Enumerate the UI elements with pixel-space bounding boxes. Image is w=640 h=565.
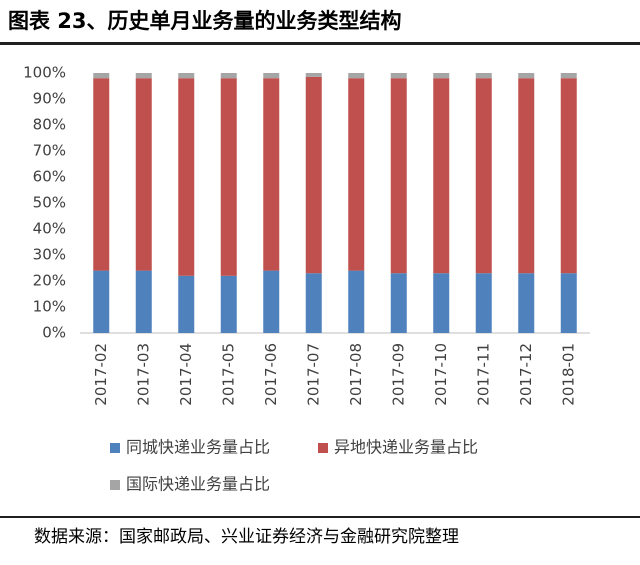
bar-segment <box>93 73 110 79</box>
source-rule <box>0 516 640 518</box>
bar-segment <box>348 73 365 79</box>
x-tick-label: 2017-06 <box>262 343 280 406</box>
x-tick-label: 2017-07 <box>304 343 322 406</box>
legend-label: 国际快递业务量占比 <box>126 475 270 494</box>
bar-segment <box>433 73 450 79</box>
bar-segment <box>305 273 322 333</box>
x-tick-label: 2017-02 <box>92 343 110 406</box>
bar-segment <box>305 76 322 274</box>
x-tick-label: 2017-05 <box>219 343 237 406</box>
x-tick-label: 2017-03 <box>134 343 152 406</box>
bar-segment <box>178 275 195 333</box>
y-tick-label: 30% <box>33 246 66 264</box>
y-tick-label: 70% <box>33 142 66 160</box>
x-tick-label: 2017-10 <box>432 343 450 406</box>
x-tick-label: 2018-01 <box>559 343 577 406</box>
y-tick-label: 90% <box>33 90 66 108</box>
bar-segment <box>220 73 237 79</box>
bar-segment <box>348 78 365 271</box>
x-tick-label: 2017-12 <box>517 343 535 406</box>
title-rule <box>0 42 640 45</box>
bar-segment <box>518 73 535 79</box>
bar-segment <box>135 270 152 333</box>
bar-segment <box>475 273 492 333</box>
bar-segment <box>518 78 535 274</box>
bar-segment <box>178 73 195 79</box>
bar-segment <box>475 73 492 79</box>
y-tick-label: 100% <box>23 64 66 82</box>
legend-label: 同城快递业务量占比 <box>126 438 270 457</box>
x-tick-label: 2017-09 <box>389 343 407 406</box>
y-tick-label: 50% <box>33 194 66 212</box>
bar-segment <box>518 273 535 333</box>
bar-segment <box>135 73 152 79</box>
bar-segment <box>135 78 152 271</box>
legend-label: 异地快递业务量占比 <box>334 438 478 457</box>
x-tick-label: 2017-11 <box>474 343 492 406</box>
bar-segment <box>305 73 322 77</box>
x-tick-label: 2017-04 <box>177 343 195 406</box>
bar-segment <box>220 78 237 276</box>
legend-swatch <box>110 443 120 453</box>
bar-segment <box>263 270 280 333</box>
bar-segment <box>560 78 577 274</box>
bar-segment <box>433 273 450 333</box>
bar-segment <box>348 270 365 333</box>
legend-swatch <box>318 443 328 453</box>
bar-segment <box>93 78 110 271</box>
y-tick-label: 40% <box>33 220 66 238</box>
bar-segment <box>220 275 237 333</box>
bar-segment <box>390 73 407 79</box>
source: 数据来源：国家邮政局、兴业证券经济与金融研究院整理 <box>34 527 459 547</box>
bar-segment <box>263 78 280 271</box>
y-tick-label: 0% <box>42 324 66 342</box>
bar-segment <box>475 78 492 274</box>
bar-segment <box>263 73 280 79</box>
y-tick-label: 10% <box>33 298 66 316</box>
chart-title: 图表 23、历史单月业务量的业务类型结构 <box>8 9 402 33</box>
bar-segment <box>178 78 195 276</box>
bar-segment <box>93 270 110 333</box>
y-tick-label: 80% <box>33 116 66 134</box>
legend-swatch <box>110 480 120 490</box>
bar-segment <box>560 273 577 333</box>
y-tick-label: 20% <box>33 272 66 290</box>
bar-segment <box>390 273 407 333</box>
y-tick-label: 60% <box>33 168 66 186</box>
bar-segment <box>560 73 577 79</box>
bar-segment <box>390 78 407 274</box>
bar-segment <box>433 78 450 274</box>
x-tick-label: 2017-08 <box>347 343 365 406</box>
